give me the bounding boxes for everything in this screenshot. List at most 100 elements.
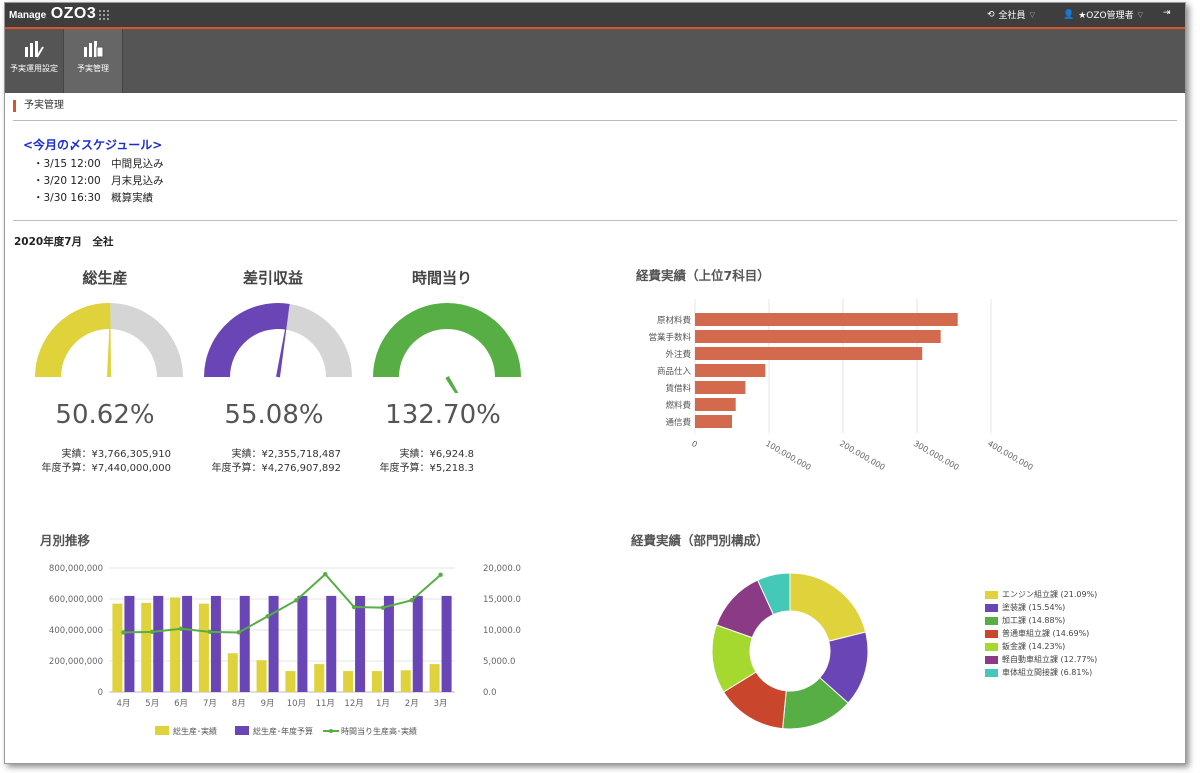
bar-actual [256, 660, 267, 692]
x-tick-label: 400,000,000 [986, 439, 1035, 472]
legend-swatch [329, 729, 333, 733]
chart-title-department: 経費実績（部門別構成） [631, 533, 769, 548]
gauge-actual: 実績：¥6,924.8 [399, 449, 474, 460]
bar-budget [153, 595, 164, 692]
schedule-item: ・3/20 12:00 月末見込み [33, 175, 164, 187]
x-tick-label: 300,000,000 [912, 439, 961, 472]
apps-grid-icon[interactable] [99, 10, 109, 20]
gauge-title: 総生産 [82, 269, 128, 287]
x-tick-label: 8月 [232, 699, 246, 709]
x-tick-label: 6月 [174, 699, 188, 709]
y-right-tick-label: 5,000.0 [483, 657, 515, 667]
schedule-item: ・3/30 16:30 概算実績 [33, 192, 154, 204]
department-donut-chart [711, 572, 869, 730]
y-left-tick-label: 800,000,000 [49, 564, 103, 574]
line-point [121, 630, 126, 635]
toolbar-budget-settings-button[interactable]: 予実運用設定 [5, 29, 64, 93]
x-tick-label: 2月 [405, 699, 419, 709]
bar-chart-document-icon [84, 41, 104, 58]
top-bar: Manage OZO3 ⟲ 全社員 ▽ 👤 ★OZO管理者 ▽ ⇥ [5, 3, 1185, 27]
user-label: ★OZO管理者 [1078, 11, 1134, 21]
bar-budget [355, 595, 366, 692]
gauge-track-arc [285, 303, 352, 377]
y-left-tick-label: 400,000,000 [49, 626, 103, 636]
gauges-svg [35, 303, 521, 393]
x-tick-label: 200,000,000 [838, 439, 887, 472]
bar-budget [268, 595, 279, 692]
line-series [123, 572, 442, 634]
bar-budget [210, 595, 221, 692]
logout-icon: ⇥ [1163, 8, 1171, 18]
gauge-needle [445, 375, 459, 393]
bar-budget [182, 595, 193, 692]
gauge-percent: 50.62% [55, 400, 155, 430]
gauge-fill-arc [373, 303, 521, 377]
gauge-figures: 実績：¥3,766,305,910 年度予算：¥7,440,000,000 [5, 448, 171, 476]
line-point [294, 598, 299, 603]
gauge-figures: 実績：¥6,924.8 年度予算：¥5,218.3 [304, 448, 474, 476]
x-tick-label: 5月 [145, 699, 159, 709]
user-icon: 👤 [1063, 9, 1075, 20]
y-right-tick-label: 10,000.0 [483, 626, 521, 636]
legend-swatch [985, 590, 998, 599]
refresh-icon: ⟲ [987, 9, 995, 20]
gauge-budget: 年度予算：¥7,440,000,000 [41, 463, 171, 474]
bar-budget [297, 595, 308, 692]
gauge-fill-arc [204, 303, 290, 377]
toolbar-budget-management-button[interactable]: 予実管理 [64, 29, 123, 93]
gauge-figures: 実績：¥2,355,718,487 年度予算：¥4,276,907,892 [171, 448, 341, 476]
chevron-down-icon: ▽ [1029, 10, 1035, 19]
bar-budget [412, 595, 423, 692]
category-label: 通信費 [665, 417, 691, 428]
bar-actual [141, 602, 152, 692]
line-point [380, 605, 386, 610]
bar-budget [441, 595, 452, 692]
user-menu[interactable]: 👤 ★OZO管理者 ▽ [1063, 8, 1143, 22]
legend-item: 車体組立間接課 (6.81%) [985, 666, 1097, 679]
legend-item: 加工課 (14.88%) [985, 614, 1097, 627]
y-right-tick-label: 15,000.0 [483, 595, 521, 605]
bar [695, 415, 732, 428]
line-point [150, 629, 155, 635]
bar-actual [198, 603, 209, 692]
line-point [351, 604, 357, 610]
legend-label: 車体組立間接課 (6.81%) [1002, 668, 1093, 677]
legend-label: 軽自動車組立課 (12.77%) [1002, 655, 1098, 664]
bar-actual [314, 664, 325, 692]
legend-swatch [985, 629, 998, 638]
bar-actual [343, 671, 354, 692]
bar-budget [124, 595, 135, 692]
x-tick-label: 3月 [434, 699, 448, 709]
legend-label: エンジン組立課 (21.09%) [1002, 590, 1098, 599]
legend-swatch [235, 726, 249, 735]
legend-swatch [985, 668, 998, 677]
bar [695, 398, 736, 411]
line-point [323, 572, 328, 577]
category-label: 原材料費 [657, 315, 692, 326]
bar-actual [429, 664, 440, 692]
x-tick-label: 7月 [203, 699, 217, 709]
x-tick-label: 1月 [376, 699, 390, 709]
monthly-trend-chart: 0 200,000,000 400,000,000 600,000,000 800,00… [49, 564, 521, 736]
gauge-title: 差引収益 [242, 269, 303, 287]
scope-selector[interactable]: ⟲ 全社員 ▽ [987, 8, 1035, 22]
app-logo[interactable]: Manage OZO3 [9, 5, 96, 23]
bar-actual [227, 653, 238, 692]
legend-label: 塗装課 (15.54%) [1002, 603, 1066, 612]
gauge-budget: 年度予算：¥4,276,907,892 [211, 463, 341, 474]
bar-actual [371, 671, 382, 692]
gauge-needle [107, 307, 111, 378]
gauge-fill-arc [35, 303, 111, 377]
y-right-tick-label: 0.0 [483, 688, 497, 698]
x-tick-label: 11月 [316, 699, 335, 709]
bar [695, 364, 766, 377]
x-tick-label: 4月 [116, 699, 130, 709]
logout-button[interactable]: ⇥ [1163, 8, 1171, 18]
divider [13, 120, 1177, 121]
line-point [236, 630, 241, 635]
line-point [178, 626, 184, 631]
bar [695, 347, 923, 360]
toolbar-label: 予実運用設定 [10, 64, 58, 73]
bar-actual [400, 670, 411, 692]
x-tick-label: 12月 [344, 699, 363, 709]
